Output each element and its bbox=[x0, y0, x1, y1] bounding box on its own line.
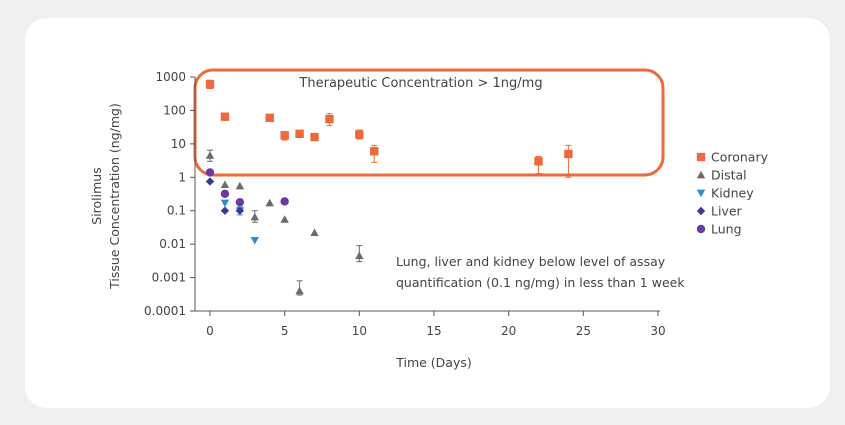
lung-point bbox=[205, 168, 215, 177]
y-tick-label: 0.0001 bbox=[144, 304, 186, 318]
legend-liver-label: Liver bbox=[711, 204, 743, 219]
coronary-point bbox=[265, 113, 274, 123]
x-tick-label: 30 bbox=[650, 324, 665, 338]
distal-point bbox=[355, 251, 364, 260]
legend-distal-marker bbox=[696, 170, 706, 179]
y-tick-label: 0.01 bbox=[159, 237, 186, 251]
x-tick-label: 25 bbox=[576, 324, 591, 338]
liver-point bbox=[205, 177, 215, 186]
distal-point bbox=[295, 286, 304, 295]
lung-point bbox=[220, 189, 230, 199]
y-axis-label-line1: Sirolimus bbox=[89, 167, 104, 224]
legend-kidney-label: Kidney bbox=[711, 186, 754, 201]
kidney-point bbox=[220, 199, 230, 208]
y-tick-label: 0.001 bbox=[152, 271, 186, 285]
distal-point bbox=[205, 151, 215, 159]
distal-point bbox=[250, 212, 259, 221]
lung-point bbox=[235, 197, 245, 207]
coronary-point bbox=[564, 149, 573, 159]
coronary-point bbox=[220, 112, 230, 121]
coronary-point bbox=[534, 157, 543, 166]
coronary-point bbox=[355, 130, 364, 139]
liver-point bbox=[235, 206, 245, 215]
x-tick-label: 10 bbox=[352, 324, 367, 338]
y-tick-label: 1 bbox=[178, 170, 186, 184]
liver-point bbox=[220, 206, 230, 215]
distal-point bbox=[235, 181, 245, 190]
coronary-point bbox=[325, 114, 334, 124]
x-tick-label: 5 bbox=[281, 324, 289, 338]
y-tick-label: 10 bbox=[171, 137, 186, 151]
distal-point bbox=[265, 198, 274, 207]
distal-point bbox=[310, 228, 319, 237]
coronary-point bbox=[295, 129, 304, 138]
legend-coronary-marker bbox=[696, 152, 706, 162]
x-tick-label: 15 bbox=[426, 324, 441, 338]
annotation-note-line1: Lung, liver and kidney below level of as… bbox=[396, 254, 666, 269]
y-tick-label: 100 bbox=[163, 103, 186, 117]
x-tick-label: 20 bbox=[501, 324, 516, 338]
therapeutic-box-label: Therapeutic Concentration > 1ng/mg bbox=[298, 76, 542, 91]
coronary-point bbox=[205, 80, 215, 89]
legend-distal-label: Distal bbox=[711, 168, 747, 183]
lung-point bbox=[280, 197, 289, 206]
legend-coronary-label: Coronary bbox=[711, 150, 769, 165]
y-tick-label: 0.1 bbox=[167, 204, 186, 218]
legend-liver-marker bbox=[696, 206, 706, 216]
x-tick-group: 0 5 10 15 20 25 30 bbox=[206, 311, 666, 338]
y-tick-label: 1000 bbox=[155, 70, 186, 84]
legend-kidney-marker bbox=[696, 189, 706, 198]
x-tick-label: 0 bbox=[206, 324, 214, 338]
distal-point bbox=[280, 215, 289, 223]
kidney-point bbox=[250, 236, 259, 245]
y-axis-label-line2: Tissue Concentration (ng/mg) bbox=[107, 103, 122, 290]
chart-card bbox=[25, 18, 830, 408]
legend-lung-marker bbox=[696, 224, 706, 234]
coronary-point bbox=[280, 131, 289, 140]
legend: Coronary Distal Kidney Liver Lung bbox=[696, 150, 769, 237]
y-tick-group: 1000 100 10 1 0.1 0.01 0.001 0.0001 bbox=[144, 70, 195, 318]
data-points-group bbox=[205, 79, 573, 296]
legend-lung-label: Lung bbox=[711, 222, 742, 237]
coronary-point bbox=[310, 132, 319, 142]
x-axis-label: Time (Days) bbox=[395, 355, 472, 370]
coronary-point bbox=[370, 147, 379, 156]
annotation-note-line2: quantification (0.1 ng/mg) in less than … bbox=[396, 275, 685, 290]
distal-point bbox=[220, 180, 230, 189]
